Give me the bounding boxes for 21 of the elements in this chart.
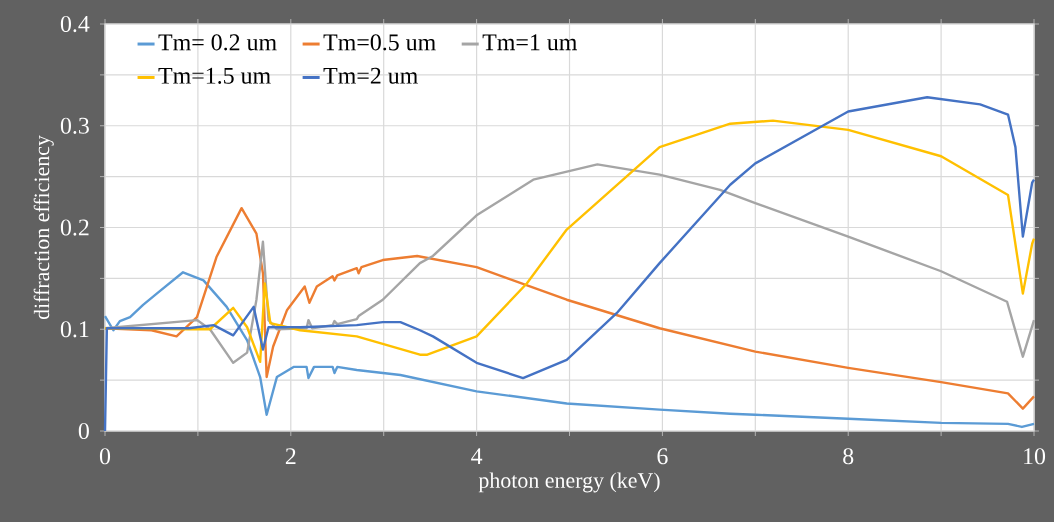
x-tick-label: 4 (471, 448, 483, 464)
y-tick-label: 0.3 (60, 117, 89, 134)
y-tick-label: 0.1 (60, 321, 89, 338)
legend-label: Tm=1 um (482, 34, 578, 51)
x-tick-label: 8 (843, 448, 854, 465)
y-tick-label: 0.2 (60, 219, 89, 236)
legend-label: Tm= 0.2 um (158, 34, 277, 51)
line-series (103, 96, 1036, 433)
y-tick-label: 0 (78, 422, 89, 440)
line-series (103, 271, 1036, 429)
line-series (103, 119, 1036, 364)
y-tick-label: 0.4 (60, 15, 90, 33)
legend-label: Tm=2 um (323, 67, 418, 84)
x-tick-label: 2 (285, 448, 296, 464)
legend-label: Tm=1.5 um (158, 67, 271, 84)
x-axis-title: photon energy (keV) (478, 472, 660, 493)
legend-label: Tm=0.5 um (323, 34, 436, 51)
x-tick-label: 0 (99, 448, 111, 465)
y-axis-title: diffraction efficiency (33, 135, 54, 320)
x-tick-label: 10 (1024, 448, 1046, 465)
x-tick-label: 6 (657, 448, 668, 465)
